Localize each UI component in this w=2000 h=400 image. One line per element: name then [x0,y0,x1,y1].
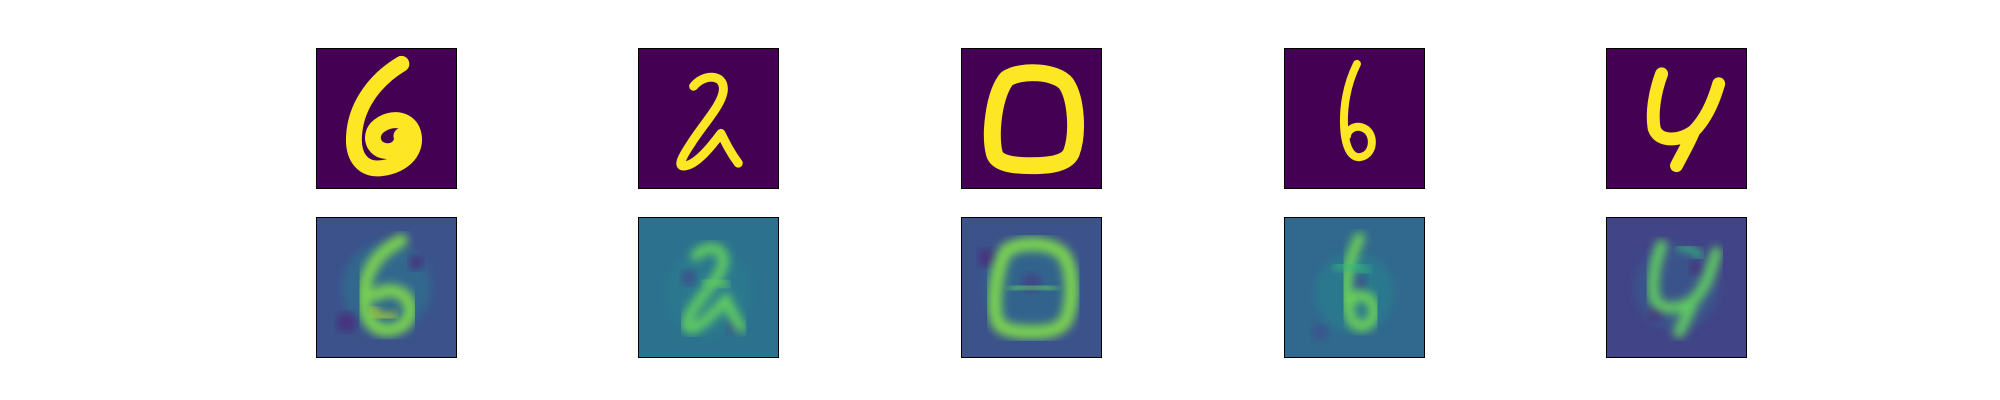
original-digit-6-panel [316,48,457,189]
original-digit-0-image [962,49,1101,188]
reconstruction-digit-6-panel [316,217,457,358]
reconstruction-digit-6-image [317,218,456,357]
original-digit-0-panel [961,48,1102,189]
reconstruction-digit-2-panel [638,217,779,358]
reconstruction-digit-6b-image [1285,218,1424,357]
original-digit-6b-image [1285,49,1424,188]
original-digit-4-image [1607,49,1746,188]
reconstruction-digit-0-panel [961,217,1102,358]
original-digit-4-panel [1606,48,1747,189]
original-digit-6b-panel [1284,48,1425,189]
reconstruction-digit-6b-panel [1284,217,1425,358]
reconstruction-digit-2-image [639,218,778,357]
original-digit-2-image [639,49,778,188]
original-digit-2-panel [638,48,779,189]
reconstruction-digit-0-image [962,218,1101,357]
reconstruction-digit-4-image [1607,218,1746,357]
original-digit-6-image [317,49,456,188]
reconstruction-digit-4-panel [1606,217,1747,358]
